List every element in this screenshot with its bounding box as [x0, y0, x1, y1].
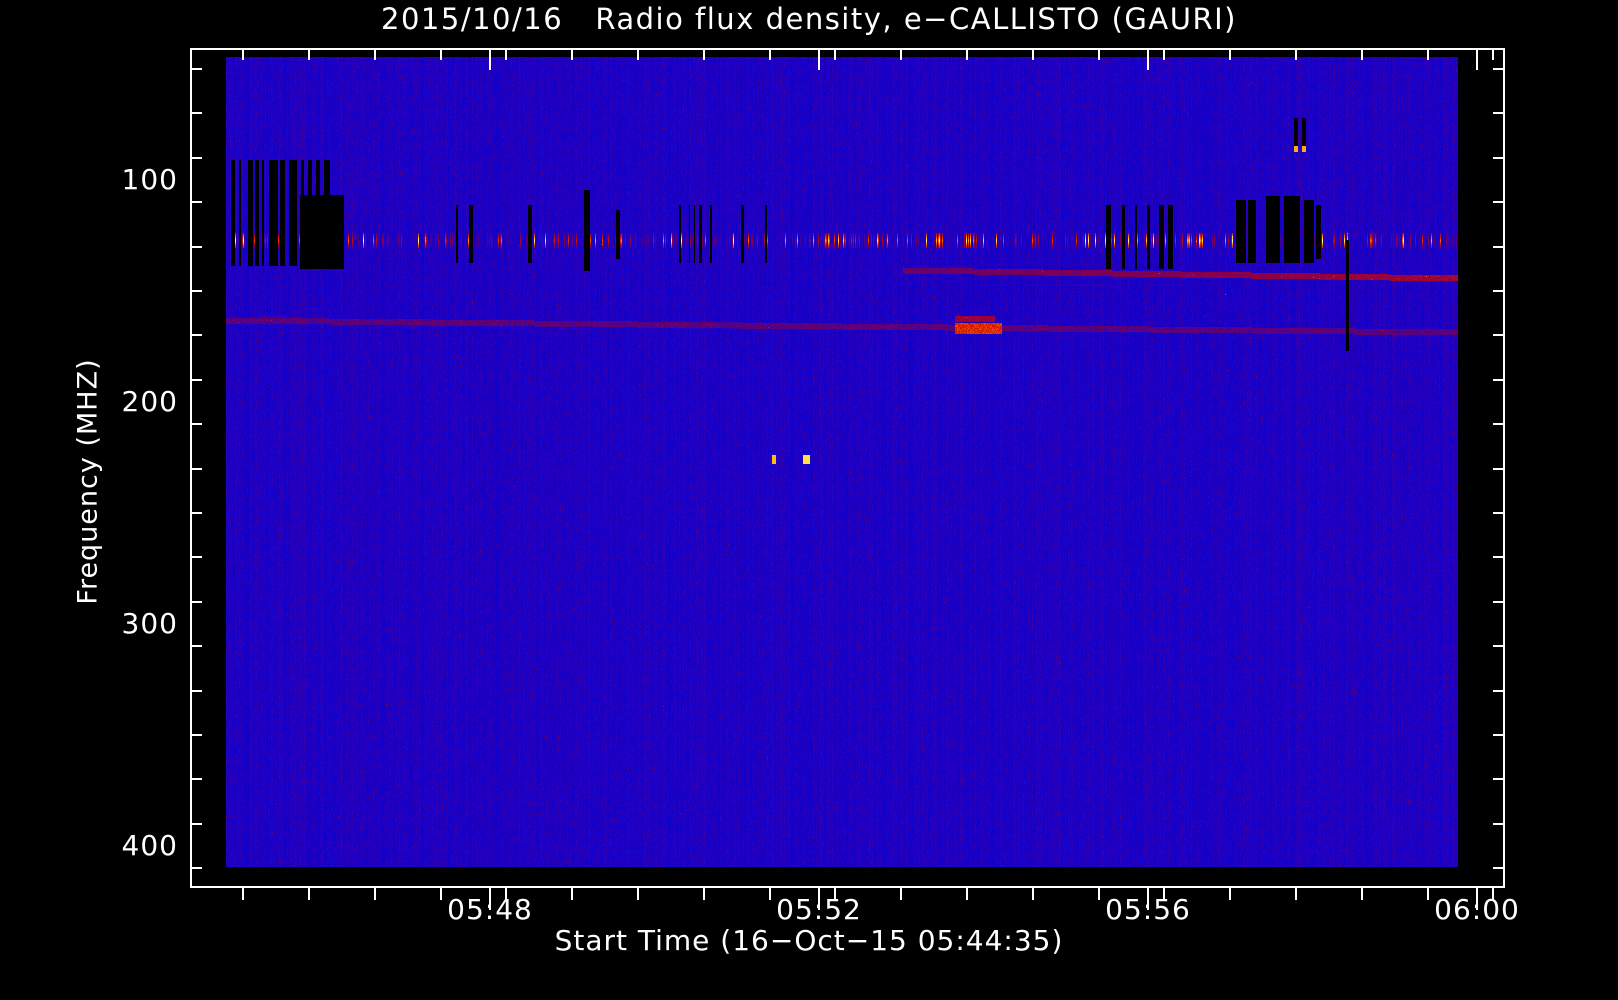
ytick-label-300: 300 — [121, 607, 178, 640]
ytick-right-min — [1493, 245, 1505, 248]
ytick-min — [190, 556, 202, 559]
y-axis-title: Frequency (MHZ) — [72, 358, 104, 605]
xtick-top-min — [900, 48, 903, 60]
ytick-right-min — [1493, 290, 1505, 292]
ytick-min — [190, 423, 202, 426]
ytick-label-100: 100 — [121, 163, 178, 196]
ytick-min — [190, 734, 202, 736]
ytick-right-min — [1493, 512, 1505, 514]
xtick-top-min — [637, 48, 640, 60]
xtick-min — [834, 888, 837, 900]
xtick-min — [702, 888, 705, 900]
ytick-min — [190, 290, 202, 292]
xtick-top-min — [505, 48, 508, 60]
ytick-right-min — [1493, 378, 1505, 381]
ytick-right-min — [1493, 156, 1505, 159]
xtick-top-min — [702, 48, 705, 60]
ytick-min — [190, 378, 202, 381]
xtick-top-min — [1426, 48, 1429, 60]
ytick-min — [190, 867, 202, 870]
ytick-min — [190, 201, 202, 204]
ytick-label-200: 200 — [121, 385, 178, 418]
xtick-top-min — [966, 48, 969, 60]
xtick-min — [1492, 888, 1495, 900]
xtick-min — [1097, 888, 1100, 900]
xtick-maj — [489, 888, 491, 910]
xtick-min — [505, 888, 508, 900]
xtick-min — [966, 888, 969, 900]
xtick-top-maj — [1147, 48, 1149, 70]
xtick-maj — [1476, 888, 1478, 910]
ytick-min — [190, 334, 202, 337]
ytick-right-min — [1493, 689, 1505, 692]
ytick-right-min — [1493, 334, 1505, 337]
ytick-right-min — [1493, 645, 1505, 648]
xtick-min — [1295, 888, 1298, 900]
ytick-min — [190, 645, 202, 648]
ytick-min — [190, 467, 202, 470]
ytick-right-min — [1493, 734, 1505, 736]
xtick-maj — [1147, 888, 1149, 910]
xtick-min — [1426, 888, 1429, 900]
xtick-top-min — [1031, 48, 1034, 60]
xtick-top-min — [373, 48, 376, 60]
ytick-right-min — [1493, 778, 1505, 781]
xtick-maj — [818, 888, 820, 910]
ytick-min — [190, 68, 202, 70]
ytick-right-min — [1493, 112, 1505, 115]
ytick-right-min — [1493, 556, 1505, 559]
xtick-min — [1360, 888, 1363, 900]
ytick-min — [190, 778, 202, 781]
xtick-min — [439, 888, 442, 900]
xtick-top-maj — [818, 48, 820, 70]
xtick-min — [637, 888, 640, 900]
xtick-top-min — [242, 48, 245, 60]
xtick-min — [768, 888, 771, 900]
ytick-right-min — [1493, 201, 1505, 204]
ytick-right-min — [1493, 867, 1505, 870]
ytick-min — [190, 689, 202, 692]
xtick-top-min — [571, 48, 574, 60]
xtick-top-min — [1229, 48, 1232, 60]
xtick-top-min — [308, 48, 311, 60]
xtick-min — [308, 888, 311, 900]
figure-title: 2015/10/16 Radio flux density, e−CALLIST… — [381, 2, 1237, 36]
xtick-min — [900, 888, 903, 900]
ytick-min — [190, 112, 202, 115]
ytick-label-400: 400 — [121, 829, 178, 862]
xtick-min — [1229, 888, 1232, 900]
ytick-min — [190, 512, 202, 514]
xtick-top-min — [834, 48, 837, 60]
ytick-min — [190, 245, 202, 248]
ytick-right-min — [1493, 600, 1505, 603]
xtick-min — [1031, 888, 1034, 900]
xtick-top-min — [1097, 48, 1100, 60]
x-axis-title: Start Time (16−Oct−15 05:44:35) — [554, 924, 1064, 957]
ytick-min — [190, 156, 202, 159]
xtick-top-min — [1163, 48, 1166, 60]
ytick-right-min — [1493, 822, 1505, 825]
xtick-top-min — [1295, 48, 1298, 60]
xtick-top-maj — [1476, 48, 1478, 70]
xtick-top-maj — [489, 48, 491, 70]
xtick-min — [242, 888, 245, 900]
spectrogram-image — [226, 57, 1458, 867]
xtick-min — [373, 888, 376, 900]
spectrogram-canvas — [226, 57, 1458, 867]
ytick-right-min — [1493, 68, 1505, 70]
ytick-right-min — [1493, 423, 1505, 426]
xtick-top-min — [1492, 48, 1495, 60]
ytick-min — [190, 822, 202, 825]
xtick-top-min — [439, 48, 442, 60]
xtick-top-min — [768, 48, 771, 60]
ytick-min — [190, 600, 202, 603]
ytick-right-min — [1493, 467, 1505, 470]
xtick-min — [571, 888, 574, 900]
xtick-min — [1163, 888, 1166, 900]
xtick-top-min — [1360, 48, 1363, 60]
